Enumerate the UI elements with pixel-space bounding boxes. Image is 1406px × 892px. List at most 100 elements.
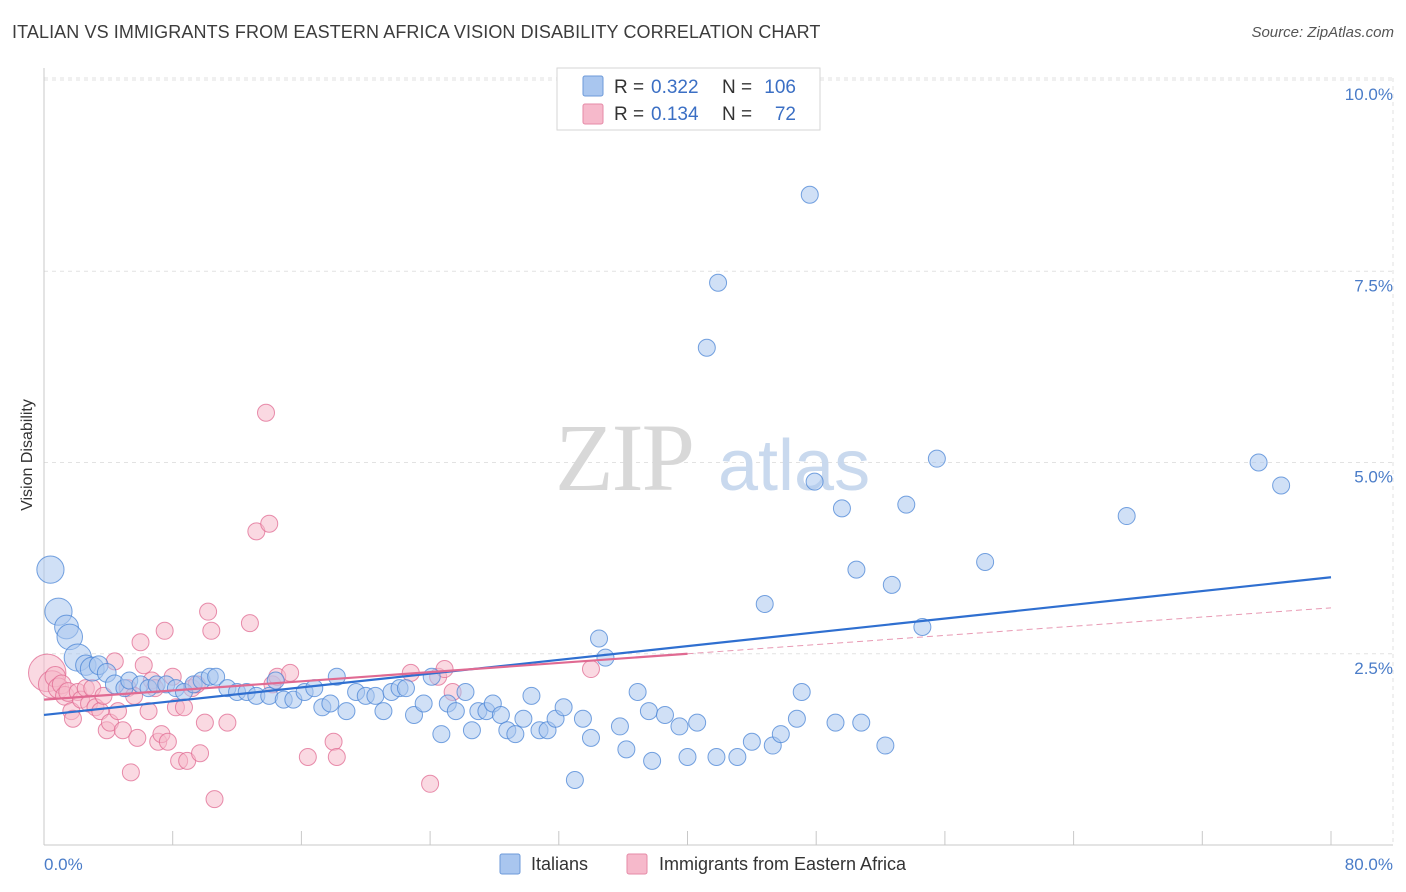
italians-point-101 <box>1272 476 1291 495</box>
eastern-africa-point-44 <box>199 602 218 621</box>
eastern-africa-point-57 <box>327 748 346 767</box>
italians-point-89 <box>826 713 845 732</box>
eastern-africa-trend-line <box>43 652 688 701</box>
watermark-zip: ZIP <box>555 404 693 511</box>
italians-point-70 <box>628 683 647 701</box>
italians-point-65 <box>581 728 600 747</box>
italians-point-72 <box>639 702 658 721</box>
eastern-africa-point-45 <box>202 621 221 640</box>
y-tick-label-0: 2.5% <box>1354 659 1393 678</box>
eastern-africa-point-8 <box>63 709 82 728</box>
italians-point-42 <box>396 679 415 698</box>
eastern-africa-point-46 <box>205 790 224 809</box>
legend-n-label-1: N = <box>722 77 752 98</box>
eastern-africa-point-59 <box>421 774 440 793</box>
eastern-africa-point-56 <box>324 732 343 751</box>
italians-point-85 <box>787 709 806 728</box>
italians-point-58 <box>522 686 541 705</box>
legend-r-label-2: R = <box>614 104 644 125</box>
trend-lines <box>43 576 1332 717</box>
eastern-africa-point-33 <box>155 621 174 640</box>
italians-point-81 <box>742 732 761 751</box>
italians-point-96 <box>913 617 932 636</box>
italians-point-71 <box>643 751 662 770</box>
eastern-africa-point-26 <box>131 633 150 652</box>
italians-point-82 <box>755 595 774 614</box>
italians-point-38 <box>366 686 385 705</box>
eastern-africa-point-21 <box>113 721 132 740</box>
italians-point-97 <box>927 449 946 468</box>
legend-r-value-2: 0.134 <box>651 104 699 125</box>
eastern-africa-point-43 <box>195 713 214 732</box>
italians-point-77 <box>697 338 716 357</box>
italians-point-56 <box>506 725 525 744</box>
bottom-legend-swatch-eastern-africa <box>626 853 648 875</box>
eastern-africa-point-25 <box>128 728 147 747</box>
italians-point-93 <box>882 575 901 594</box>
legend-n-label-2: N = <box>722 104 752 125</box>
italians-point-21 <box>207 667 226 686</box>
watermark-atlas: atlas <box>718 426 870 506</box>
eastern-africa-point-63 <box>581 660 600 679</box>
eastern-africa-point-20 <box>109 702 128 721</box>
italians-point-86 <box>792 683 811 701</box>
italians-point-39 <box>374 702 393 721</box>
italians-point-90 <box>832 499 851 518</box>
italians-point-27 <box>266 671 285 690</box>
eastern-africa-trend-extension <box>687 607 1332 655</box>
eastern-africa-point-51 <box>260 514 279 533</box>
italians-point-73 <box>655 705 674 724</box>
bottom-legend-label-eastern-africa: Immigrants from Eastern Africa <box>659 854 907 874</box>
italians-point-35 <box>337 702 356 721</box>
italians-point-64 <box>573 709 592 728</box>
italians-point-66 <box>590 629 609 648</box>
eastern-africa-point-42 <box>191 744 210 763</box>
bottom-legend-swatch-italians <box>499 853 521 875</box>
eastern-africa-point-27 <box>134 656 153 675</box>
italians-trend-line <box>43 576 1332 717</box>
italians-point-46 <box>432 725 451 744</box>
italians-point-67 <box>596 648 615 667</box>
series-eastern-africa-points <box>28 403 600 809</box>
italians-point-76 <box>688 713 707 732</box>
series-italians-points <box>36 185 1291 789</box>
italians-point-69 <box>617 740 636 759</box>
italians-point-79 <box>707 748 726 767</box>
italians-point-92 <box>852 713 871 732</box>
eastern-africa-point-50 <box>257 403 276 422</box>
legend-n-value-2: 72 <box>775 104 796 125</box>
axes <box>43 68 1393 846</box>
italians-point-0 <box>36 555 65 584</box>
italians-point-44 <box>414 694 433 713</box>
italians-point-95 <box>897 495 916 514</box>
eastern-africa-point-28 <box>139 702 158 721</box>
eastern-africa-point-55 <box>298 748 317 767</box>
y-tick-label-1: 5.0% <box>1354 468 1393 487</box>
italians-point-84 <box>771 725 790 744</box>
italians-point-43 <box>405 705 424 724</box>
italians-point-80 <box>728 748 747 767</box>
bottom-legend-label-italians: Italians <box>531 854 588 874</box>
italians-point-62 <box>554 698 573 717</box>
italians-point-94 <box>876 736 895 755</box>
x-tick-label-1: 80.0% <box>1345 855 1393 874</box>
y-tick-label-2: 7.5% <box>1354 276 1393 295</box>
italians-point-99 <box>1117 507 1136 526</box>
tick-labels: 2.5% 5.0% 7.5% 10.0% 0.0% 80.0% <box>44 85 1393 874</box>
legend: R = 0.322 N = 106 R = 0.134 N = 72 <box>556 67 821 131</box>
italians-point-48 <box>446 702 465 721</box>
italians-point-78 <box>709 273 728 292</box>
x-tick-label-0: 0.0% <box>44 855 83 874</box>
bottom-legend: Italians Immigrants from Eastern Africa <box>499 853 907 875</box>
watermark: ZIP atlas <box>555 404 870 511</box>
italians-point-49 <box>456 683 475 701</box>
legend-r-label-1: R = <box>614 77 644 98</box>
eastern-africa-point-34 <box>158 732 177 751</box>
eastern-africa-point-47 <box>218 713 237 732</box>
italians-point-54 <box>491 705 510 724</box>
italians-point-68 <box>610 717 629 736</box>
legend-swatch-italians <box>582 75 604 97</box>
italians-point-87 <box>800 185 819 204</box>
italians-point-33 <box>321 694 340 713</box>
